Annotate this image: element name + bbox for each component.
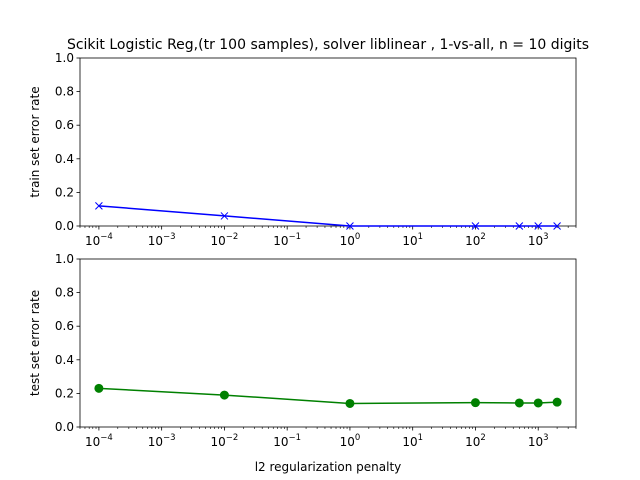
test-data-point [470, 398, 480, 408]
test-x-tick-label: 10−2 [211, 433, 239, 449]
train-error-subplot: Scikit Logistic Reg,(tr 100 samples), so… [28, 37, 589, 248]
chart-title: Scikit Logistic Reg,(tr 100 samples), so… [67, 37, 589, 53]
train-y-tick-label: 1.0 [55, 51, 74, 65]
train-y-tick-label: 0.0 [55, 219, 74, 233]
test-x-tick-label: 10−4 [85, 433, 113, 449]
train-x-tick-label: 10−2 [211, 232, 239, 248]
test-axes: 0.0 0.2 0.4 0.6 0.8 1.0 10−4 10−3 10−2 10−1 100 101… [55, 252, 577, 449]
test-y-tick-label: 0.0 [55, 420, 74, 434]
test-data-point [219, 390, 229, 400]
test-data-point [94, 383, 104, 393]
train-plot-area [79, 57, 577, 227]
test-x-tick-label: 10−3 [148, 433, 176, 449]
train-y-tick-label: 0.4 [55, 152, 74, 166]
test-y-tick-label: 0.4 [55, 353, 74, 367]
test-x-tick-label: 102 [465, 433, 486, 449]
test-plot-area [79, 258, 577, 428]
test-x-tick-label: 103 [528, 433, 549, 449]
test-x-tick-label: 10−1 [273, 433, 301, 449]
test-y-tick-label: 0.2 [55, 386, 74, 400]
train-data-point [95, 201, 103, 210]
test-x-tick-label: 101 [402, 433, 423, 449]
test-x-tick-label: 100 [340, 433, 361, 449]
train-x-tick-label: 10−4 [85, 232, 113, 248]
train-y-tick-label: 0.6 [55, 118, 74, 132]
train-data-point [471, 222, 480, 230]
train-y-axis-label: train set error rate [28, 86, 42, 197]
train-x-tick-label: 100 [340, 232, 361, 248]
test-data-point [345, 398, 355, 408]
train-y-tick-label: 0.2 [55, 185, 74, 199]
train-data-point [553, 222, 561, 230]
x-axis-label: l2 regularization penalty [255, 460, 402, 474]
test-y-axis-label: test set error rate [28, 290, 42, 396]
test-error-subplot: test set error rate l2 regularization pe… [28, 252, 577, 474]
test-y-tick-label: 0.8 [55, 286, 74, 300]
train-x-tick-label: 103 [528, 232, 549, 248]
train-x-tick-label: 10−1 [273, 232, 301, 248]
test-data-point [533, 398, 543, 408]
train-x-tick-label: 102 [465, 232, 486, 248]
train-x-tick-label: 10−3 [148, 232, 176, 248]
train-data-point [515, 222, 524, 230]
train-data-point [346, 222, 354, 230]
train-axes: 0.0 0.2 0.4 0.6 0.8 1.0 10−4 10−3 10−2 10−1 100 101… [55, 51, 577, 248]
test-data-point [514, 398, 524, 408]
test-y-tick-label: 1.0 [55, 252, 74, 266]
train-y-tick-label: 0.8 [55, 85, 74, 99]
test-y-tick-label: 0.6 [55, 319, 74, 333]
train-data-point [534, 222, 543, 230]
train-x-tick-label: 101 [402, 232, 423, 248]
test-data-point [552, 397, 562, 407]
train-data-point [220, 212, 229, 220]
